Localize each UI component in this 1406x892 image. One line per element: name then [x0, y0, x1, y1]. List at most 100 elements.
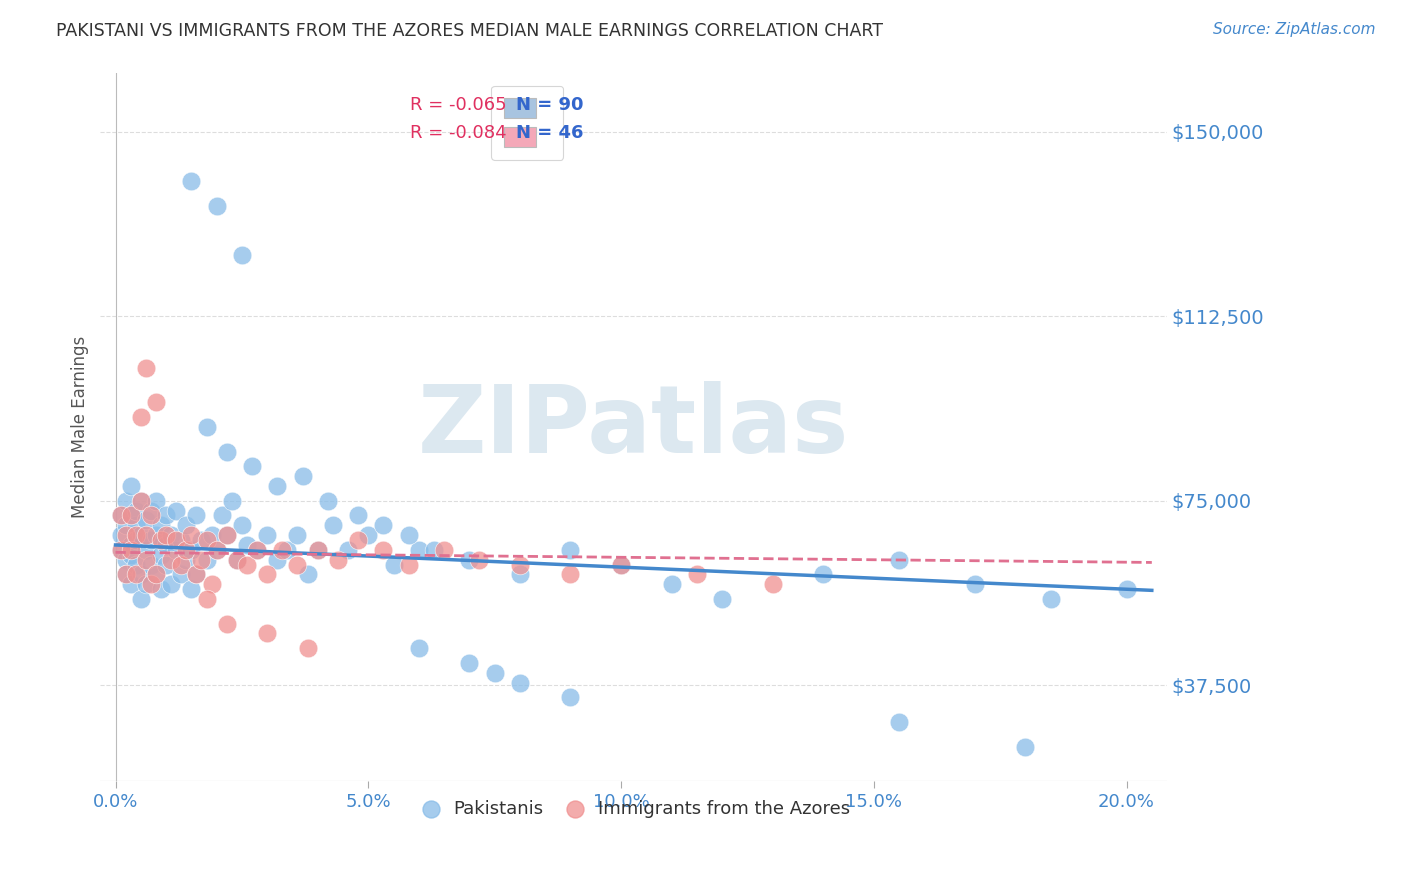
Point: [1039, 592, 1062, 607]
Point: [357, 528, 380, 542]
Point: [129, 528, 152, 542]
Point: [129, 567, 152, 582]
Point: [484, 665, 506, 680]
Point: [170, 567, 193, 582]
Point: [560, 690, 582, 705]
Point: [180, 174, 202, 188]
Point: [271, 542, 294, 557]
Point: [139, 558, 162, 572]
Point: [120, 538, 142, 552]
Point: [225, 553, 247, 567]
Point: [307, 542, 329, 557]
Point: [256, 528, 278, 542]
Point: [433, 542, 456, 557]
Point: [155, 538, 177, 552]
Point: [423, 542, 446, 557]
Point: [110, 508, 132, 523]
Point: [129, 493, 152, 508]
Point: [509, 675, 531, 690]
Point: [135, 361, 157, 376]
Y-axis label: Median Male Earnings: Median Male Earnings: [72, 336, 89, 518]
Point: [120, 577, 142, 591]
Point: [120, 508, 142, 523]
Point: [145, 395, 167, 409]
Point: [211, 508, 233, 523]
Point: [276, 542, 298, 557]
Point: [180, 542, 202, 557]
Point: [762, 577, 785, 591]
Point: [373, 542, 395, 557]
Point: [160, 553, 183, 567]
Point: [165, 533, 187, 547]
Point: [711, 592, 734, 607]
Point: [326, 553, 349, 567]
Point: [125, 503, 148, 517]
Point: [139, 533, 162, 547]
Point: [215, 528, 238, 542]
Point: [205, 542, 228, 557]
Point: [145, 567, 167, 582]
Point: [246, 542, 269, 557]
Point: [1014, 739, 1036, 754]
Point: [200, 528, 222, 542]
Point: [165, 503, 187, 517]
Point: [468, 553, 491, 567]
Point: [291, 469, 314, 483]
Point: [114, 518, 136, 533]
Point: [686, 567, 709, 582]
Text: R = -0.065: R = -0.065: [409, 95, 506, 114]
Point: [297, 641, 319, 656]
Point: [215, 528, 238, 542]
Point: [287, 558, 309, 572]
Point: [139, 508, 162, 523]
Point: [190, 553, 212, 567]
Point: [347, 533, 370, 547]
Point: [240, 459, 263, 474]
Text: N = 46: N = 46: [516, 124, 583, 142]
Point: [316, 493, 339, 508]
Point: [398, 558, 420, 572]
Point: [160, 528, 183, 542]
Point: [129, 592, 152, 607]
Point: [186, 567, 208, 582]
Point: [170, 533, 193, 547]
Point: [150, 548, 173, 562]
Point: [125, 567, 148, 582]
Point: [114, 553, 136, 567]
Point: [813, 567, 835, 582]
Point: [139, 577, 162, 591]
Point: [205, 199, 228, 213]
Point: [125, 558, 148, 572]
Point: [610, 558, 633, 572]
Point: [509, 558, 531, 572]
Point: [120, 548, 142, 562]
Point: [398, 528, 420, 542]
Point: [458, 656, 481, 670]
Point: [180, 582, 202, 597]
Point: [190, 533, 212, 547]
Point: [297, 567, 319, 582]
Point: [231, 248, 253, 262]
Point: [155, 528, 177, 542]
Point: [170, 558, 193, 572]
Point: [160, 577, 183, 591]
Point: [287, 528, 309, 542]
Point: [195, 420, 218, 434]
Point: [120, 542, 142, 557]
Point: [174, 542, 197, 557]
Point: [205, 542, 228, 557]
Point: [373, 518, 395, 533]
Point: [174, 553, 197, 567]
Point: [1115, 582, 1137, 597]
Point: [195, 592, 218, 607]
Point: [135, 513, 157, 527]
Point: [246, 542, 269, 557]
Point: [120, 508, 142, 523]
Point: [155, 558, 177, 572]
Point: [266, 553, 288, 567]
Point: [382, 558, 405, 572]
Point: [236, 558, 259, 572]
Point: [135, 542, 157, 557]
Point: [135, 553, 157, 567]
Point: [150, 518, 173, 533]
